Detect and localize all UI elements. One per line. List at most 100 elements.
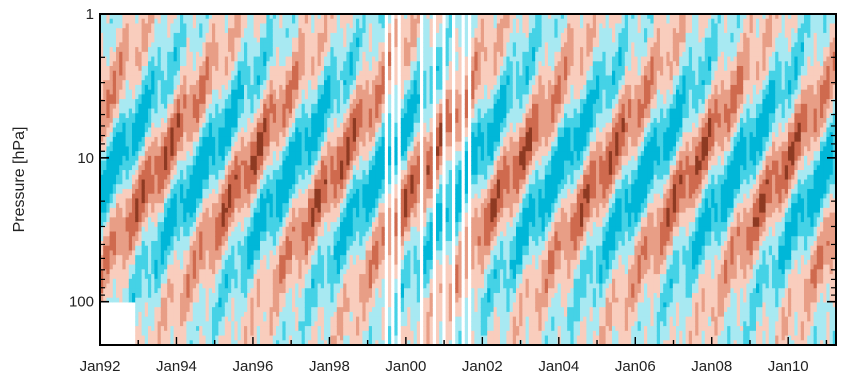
heatmap-cell xyxy=(176,160,181,166)
heatmap-cell xyxy=(173,146,178,152)
heatmap-cell xyxy=(180,160,184,166)
heatmap-cell xyxy=(151,212,155,218)
heatmap-cell xyxy=(151,32,155,39)
heatmap-cell xyxy=(173,160,178,166)
heatmap-cell xyxy=(106,288,111,294)
heatmap-cell xyxy=(100,321,104,327)
heatmap-cell xyxy=(112,28,117,34)
heatmap-cell xyxy=(116,14,120,20)
heatmap-cell xyxy=(157,330,162,337)
heatmap-cell xyxy=(148,66,152,72)
heatmap-cell xyxy=(109,75,114,81)
heatmap-cell xyxy=(186,23,191,29)
heatmap-cell xyxy=(170,278,175,285)
heatmap-cell xyxy=(160,326,165,332)
heatmap-cell xyxy=(176,80,181,86)
heatmap-cell xyxy=(148,307,152,313)
heatmap-cell xyxy=(132,222,136,228)
heatmap-cell xyxy=(170,165,175,171)
heatmap-cell xyxy=(173,18,178,25)
heatmap-cell xyxy=(119,56,123,62)
heatmap-cell xyxy=(135,28,139,34)
heatmap-cell xyxy=(173,136,178,143)
heatmap-cell xyxy=(160,56,165,62)
heatmap-cell xyxy=(160,132,165,138)
heatmap-cell xyxy=(112,141,117,147)
heatmap-cell xyxy=(135,330,139,337)
heatmap-cell xyxy=(144,141,149,147)
heatmap-cell xyxy=(151,118,155,124)
heatmap-cell xyxy=(180,288,184,294)
heatmap-cell xyxy=(106,302,111,308)
heatmap-cell xyxy=(100,236,104,242)
heatmap-cell xyxy=(128,94,133,100)
heatmap-cell xyxy=(164,14,168,20)
heatmap-cell xyxy=(180,311,184,318)
heatmap-cell xyxy=(160,160,165,166)
heatmap-cell xyxy=(167,245,171,252)
heatmap-cell xyxy=(106,122,111,129)
heatmap-cell xyxy=(132,32,136,39)
heatmap-cell xyxy=(154,99,159,105)
heatmap-cell xyxy=(176,136,181,143)
heatmap-cell xyxy=(183,127,187,133)
heatmap-cell xyxy=(164,155,168,162)
heatmap-cell xyxy=(122,184,127,190)
heatmap-cell xyxy=(125,217,130,223)
heatmap-cell xyxy=(157,203,162,209)
heatmap-cell xyxy=(122,70,127,77)
heatmap-cell xyxy=(125,307,130,313)
heatmap-cell xyxy=(164,113,168,119)
heatmap-cell xyxy=(183,75,187,81)
heatmap-cell xyxy=(132,127,136,133)
heatmap-cell xyxy=(164,75,168,81)
heatmap-cell xyxy=(125,56,130,62)
heatmap-cell xyxy=(148,283,152,289)
heatmap-cell xyxy=(176,151,181,157)
heatmap-cell xyxy=(157,340,162,345)
heatmap-cell xyxy=(128,165,133,171)
heatmap-cell xyxy=(151,255,155,261)
heatmap-cell xyxy=(164,188,168,195)
heatmap-cell xyxy=(125,141,130,147)
heatmap-cell xyxy=(138,292,143,299)
heatmap-cell xyxy=(132,122,136,129)
heatmap-cell xyxy=(186,193,191,200)
heatmap-cell xyxy=(176,226,181,233)
heatmap-cell xyxy=(132,335,136,341)
heatmap-cell xyxy=(132,297,136,304)
heatmap-cell xyxy=(100,23,104,29)
heatmap-cell xyxy=(157,231,162,237)
heatmap-cell xyxy=(167,113,171,119)
heatmap-cell xyxy=(170,89,175,95)
heatmap-cell xyxy=(157,259,162,266)
heatmap-cell xyxy=(103,37,107,43)
heatmap-cell xyxy=(112,170,117,176)
heatmap-cell xyxy=(112,264,117,270)
heatmap-cell xyxy=(141,51,146,58)
heatmap-cell xyxy=(109,113,114,119)
heatmap-cell xyxy=(157,311,162,318)
heatmap-cell xyxy=(119,94,123,100)
heatmap-cell xyxy=(103,302,107,308)
heatmap-cell xyxy=(141,151,146,157)
heatmap-cell xyxy=(138,136,143,143)
heatmap-cell xyxy=(128,226,133,233)
heatmap-cell xyxy=(125,160,130,166)
heatmap-cell xyxy=(119,278,123,285)
heatmap-cell xyxy=(132,151,136,157)
heatmap-cell xyxy=(167,203,171,209)
heatmap-cell xyxy=(119,84,123,91)
heatmap-cell xyxy=(103,188,107,195)
heatmap-cell xyxy=(176,75,181,81)
heatmap-cell xyxy=(180,236,184,242)
heatmap-cell xyxy=(141,170,146,176)
heatmap-cell xyxy=(109,250,114,256)
heatmap-cell xyxy=(160,99,165,105)
heatmap-cell xyxy=(176,61,181,67)
heatmap-cell xyxy=(132,184,136,190)
heatmap-cell xyxy=(100,340,104,345)
heatmap-cell xyxy=(164,222,168,228)
heatmap-cell xyxy=(186,89,191,95)
heatmap-cell xyxy=(116,222,120,228)
